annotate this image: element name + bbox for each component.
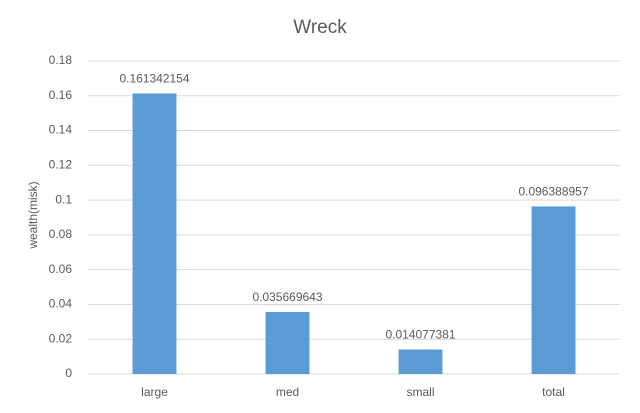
y-tick-label: 0.04: [49, 297, 73, 311]
x-tick-label: large: [141, 385, 168, 399]
y-tick-label: 0: [65, 366, 72, 380]
chart-title: Wreck: [293, 17, 347, 38]
y-tick-label: 0.12: [49, 158, 73, 172]
bar: [265, 311, 310, 374]
y-tick-label: 0.06: [49, 262, 73, 276]
y-tick-label: 0.18: [49, 53, 73, 67]
x-tick-label: med: [276, 385, 299, 399]
y-tick-label: 0.16: [49, 88, 73, 102]
data-label: 0.014077381: [385, 328, 455, 342]
y-axis-label: wealth(misk): [26, 181, 40, 249]
y-tick-label: 0.02: [49, 331, 73, 345]
bar: [398, 349, 443, 374]
y-tick-label: 0.14: [49, 123, 73, 137]
data-label: 0.096388957: [518, 185, 588, 199]
y-tick-label: 0.1: [55, 192, 72, 206]
x-tick-label: small: [406, 385, 434, 399]
data-label: 0.035669643: [252, 290, 322, 304]
x-tick-label: total: [542, 385, 565, 399]
bar: [132, 93, 177, 375]
y-tick-label: 0.08: [49, 227, 73, 241]
data-label: 0.161342154: [119, 72, 189, 86]
bar: [531, 206, 576, 374]
